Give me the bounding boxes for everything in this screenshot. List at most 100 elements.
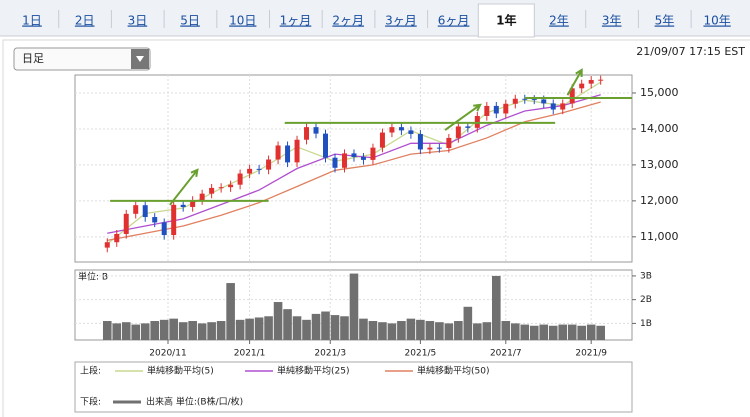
volume-bar [188,321,197,340]
candle-body [569,88,575,104]
volume-bar [444,323,454,340]
candle-body [588,80,594,84]
candle-body [133,205,139,214]
volume-bar [435,322,444,340]
candle-body [323,133,329,158]
volume-bar [539,324,549,340]
x-tick-label: 2021/7 [490,349,522,359]
candle-body [313,127,319,134]
candle-body [427,147,433,150]
moving-average-line [107,101,601,242]
candle-body [199,193,205,201]
candle-body [417,133,423,150]
candle-body [370,147,376,160]
candle-body [436,147,442,149]
tab[interactable]: 2日 [75,14,95,28]
tab[interactable]: 1年 [496,13,516,28]
volume-bar [586,324,596,340]
volume-bar [264,316,273,340]
candle-body [398,127,404,131]
volume-bar [473,323,482,340]
tab[interactable]: 3日 [128,14,148,28]
x-tick-label: 2021/1 [234,349,266,359]
y-tick-label: 15,000 [640,86,679,99]
volume-bar [349,273,359,340]
candle-body [360,156,366,160]
tab[interactable]: 1ヶ月 [280,14,312,28]
dropdown[interactable] [13,47,151,71]
volume-bar [548,325,558,340]
volume-bar [359,318,368,340]
candle-body [332,157,338,168]
candle-body [237,173,243,185]
tab[interactable]: 5年 [655,14,675,28]
tab[interactable]: 5日 [180,14,200,28]
y-tick-label: 3B [640,271,652,281]
candle-body [171,204,177,236]
candle-body [579,83,585,89]
candle-body [512,98,518,104]
candle-body [152,217,158,223]
volume-bar [492,275,501,340]
candle-body [266,159,272,170]
candle-body [114,233,120,243]
x-tick-label: 2021/9 [575,349,607,359]
x-tick-label: 2021/3 [314,349,346,359]
volume-bar [197,323,207,340]
candle-body [209,187,215,194]
volume-bar [321,311,330,340]
legend-label: 単純移動平均(5) [147,365,214,377]
candle-body [218,187,224,189]
legend-label: 単純移動平均(50) [417,365,489,377]
candle-body [446,137,452,149]
volume-bar [216,321,226,340]
volume-bar [463,306,473,340]
candle-body [531,99,537,101]
volume-bar [140,323,150,340]
candle-body [550,103,556,110]
volume-bar [378,322,387,340]
volume-bar [425,321,435,340]
volume-bar [112,323,122,340]
volume-bar [178,322,188,340]
volume-bar [254,317,264,340]
candle-body [275,145,281,160]
tab[interactable]: 6ヶ月 [438,14,470,28]
candle-body [408,130,414,134]
y-tick-label: 2B [640,295,652,305]
tab[interactable]: 1日 [22,14,42,28]
volume-bar [368,321,378,340]
trend-arrow [444,103,482,131]
volume-bar [226,283,235,340]
candle-body [304,127,310,140]
volume-bar [454,321,463,340]
x-tick-label: 2020/11 [149,349,186,359]
candle-body [256,168,262,170]
dropdown-arrow [136,56,144,62]
legend-lower-label: 下段: [80,396,101,408]
candle-body [351,153,357,157]
active-tab [477,3,535,38]
y-tick-label: 13,000 [640,158,679,171]
volume-bar [245,318,254,340]
tab[interactable]: 10年 [703,14,730,28]
legend-box [74,361,633,413]
tab[interactable]: 2年 [549,14,569,28]
candle-body [598,79,604,81]
y-tick-label: 14,000 [640,122,679,135]
volume-bar [510,323,520,340]
tab[interactable]: 10日 [229,14,256,28]
volume-bar [121,322,131,340]
volume-bar [520,324,530,340]
volume-bar [482,322,492,340]
candle-body [484,105,490,116]
trend-arrow [566,68,583,96]
candle-body [247,168,253,174]
candle-body [522,98,528,100]
volume-bar [131,324,141,340]
tab[interactable]: 3年 [602,14,622,28]
tab[interactable]: 3ヶ月 [385,14,417,28]
tab[interactable]: 2ヶ月 [332,14,364,28]
volume-bar [169,318,178,340]
